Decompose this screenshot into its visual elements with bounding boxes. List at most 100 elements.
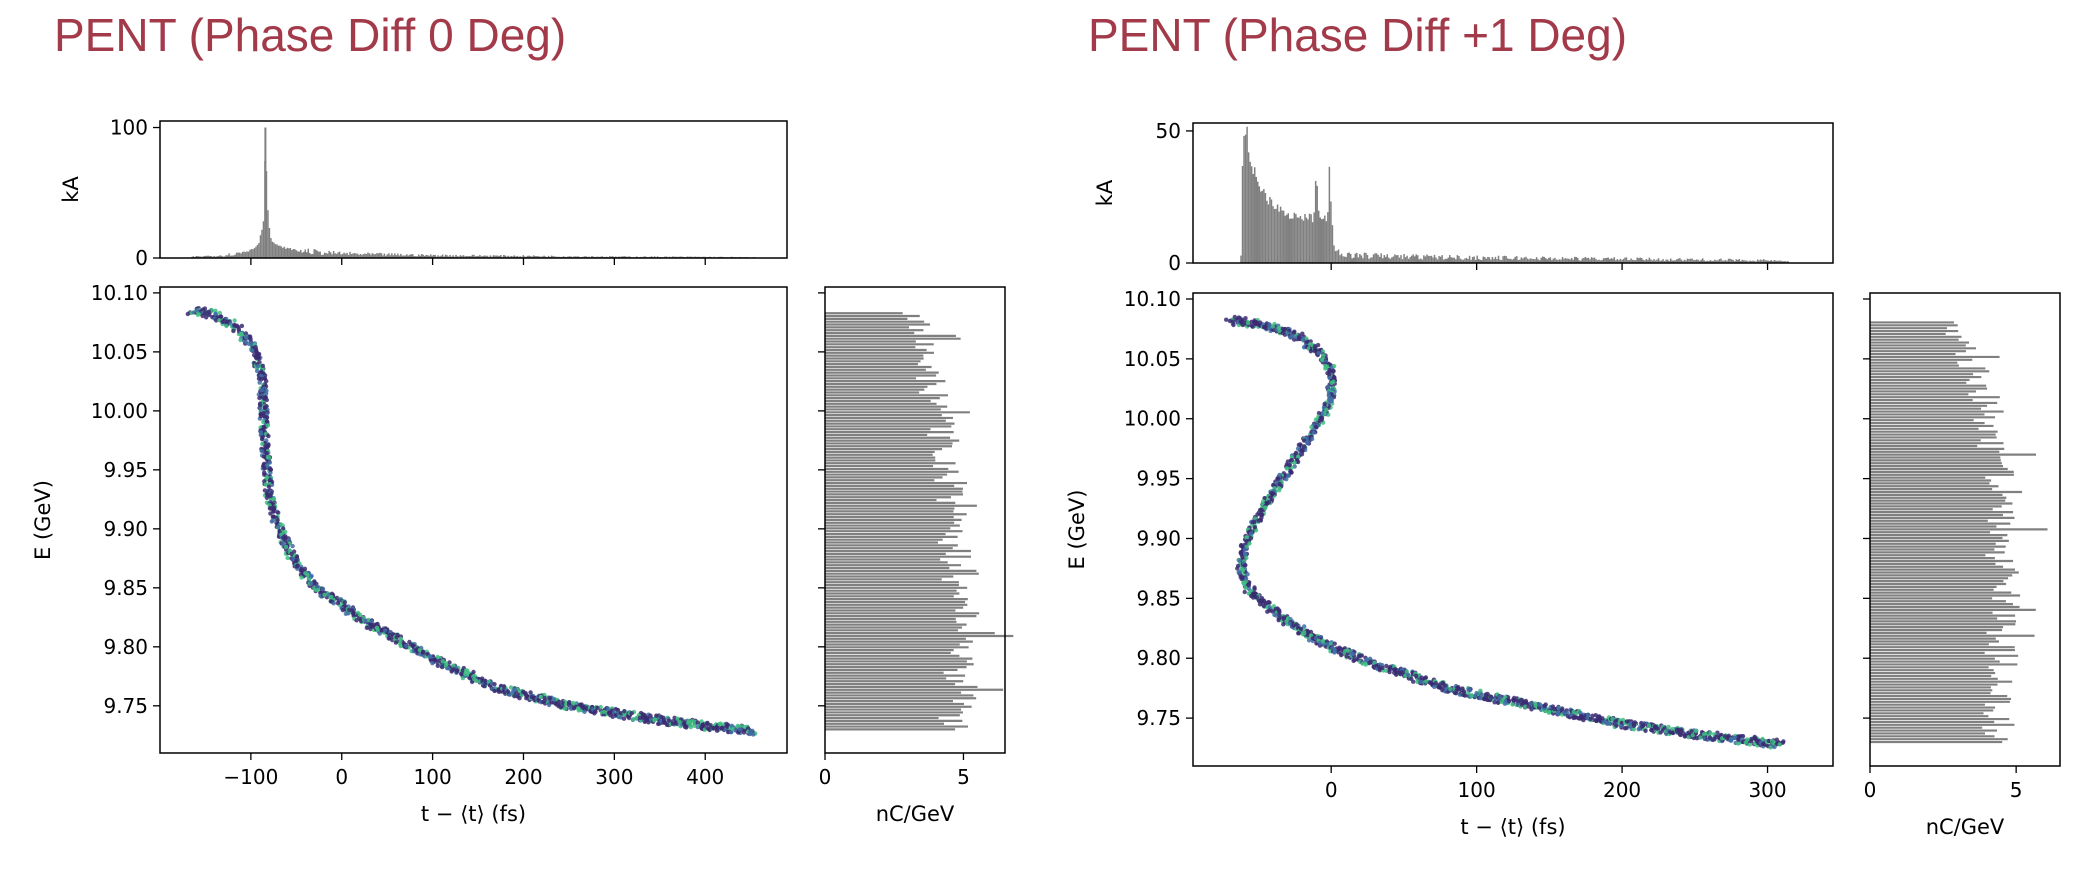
scatter-point [1693,728,1699,734]
y-tick-label: 9.80 [1136,646,1181,670]
scatter-point [642,712,647,718]
scatter-point [1624,719,1630,724]
scatter-point [1316,411,1322,416]
scatter-point [1248,531,1254,536]
scatter-point [654,713,659,718]
scatter-point [1384,668,1389,673]
scatter-point [1469,693,1474,698]
scatter-point [717,721,722,727]
scatter-point [492,682,497,687]
scatter-point [1304,336,1309,341]
scatter-point [622,709,627,714]
scatter-point [1423,675,1429,680]
scatter-point [552,697,557,702]
scatter-point [1242,589,1247,595]
x-tick-label: 100 [1458,778,1496,802]
scatter-point [1331,368,1336,374]
scatter-point [1277,609,1282,615]
spectrum-x-tick-label: 5 [2010,778,2023,802]
scatter-point [751,732,756,737]
scatter-point [1254,595,1259,600]
scatter-point [257,402,263,407]
scatter-point [260,363,265,368]
scatter-point [238,331,244,337]
scatter-point [290,543,295,549]
scatter-point [1772,744,1777,750]
scatter-point [677,719,682,724]
scatter-point [261,454,267,459]
scatter-point [1552,706,1557,712]
scatter-point [394,635,399,640]
scatter-point [262,466,267,471]
scatter-points [1224,314,1786,750]
scatter-point [1270,324,1276,329]
x-tick-label: 200 [1603,778,1641,802]
scatter-point [430,661,435,666]
scatter-point [291,556,296,562]
scatter-point [1344,654,1349,659]
scatter-point [1707,735,1713,740]
scatter-point [1269,492,1275,497]
scatter-point [1555,710,1561,716]
scatter-point [254,368,260,374]
scatter-point [244,335,249,340]
scatter-point [1262,324,1268,330]
scatter-point [270,518,275,523]
scatter-point [1230,319,1236,324]
scatter-point [264,450,269,456]
scatter-point [1492,700,1497,705]
scatter-point [1350,651,1355,657]
scatter-point [1249,323,1255,329]
scatter-point [266,455,272,460]
scatter-point [1542,703,1547,708]
scatter-point [342,600,347,605]
scatter-point [213,311,218,316]
scatter-point [652,718,657,723]
scatter-point [447,660,452,665]
scatter-point [1600,716,1605,721]
scatter-point [1295,446,1301,451]
scatter-point [1251,519,1257,525]
scatter-point [455,668,460,673]
scatter-point [320,587,326,592]
scatter-point [1326,384,1331,390]
scatter-point [387,633,392,638]
scatter-point [204,315,209,320]
scatter-point [664,722,670,727]
scatter-point [404,643,409,648]
scatter-point [283,529,288,535]
scatter-point [440,659,445,664]
scatter-point [264,397,269,403]
scatter-point [224,323,229,329]
scatter-point [1298,626,1304,632]
scatter-point [368,622,373,627]
scatter-point [1631,723,1637,728]
scatter-point [688,724,694,730]
scatter-point [446,666,451,671]
scatter-point [1235,566,1240,571]
x-tick-label: 300 [595,765,633,789]
scatter-point [271,496,277,502]
scatter-point [335,600,341,606]
scatter-point [1238,543,1244,549]
scatter-point [508,685,514,690]
scatter-point [315,584,320,590]
scatter-point [1368,659,1373,665]
scatter-point [1324,407,1329,412]
scatter-point [1238,549,1244,555]
scatter-point [1568,712,1574,717]
scatter-point [1291,330,1297,335]
scatter-point [1511,697,1516,702]
scatter-point [1593,713,1598,718]
scatter-point [556,699,562,704]
scatter-point [692,723,697,728]
scatter-point [257,380,262,385]
scatter-point [1316,351,1321,356]
scatter-point [1387,669,1392,675]
panel-title-right: PENT (Phase Diff +1 Deg) [1088,9,1628,61]
scatter-point [305,573,310,578]
scatter-point [1305,440,1310,446]
scatter-point [1768,745,1773,750]
scatter-point [582,709,587,714]
